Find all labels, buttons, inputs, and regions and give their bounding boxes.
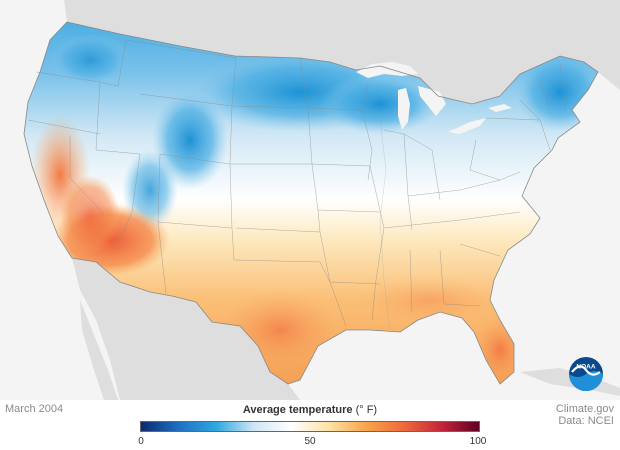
credit-data: Data: NCEI bbox=[558, 415, 614, 427]
legend-tick-mid: 50 bbox=[304, 436, 316, 447]
temperature-map bbox=[23, 0, 620, 400]
legend-tick-max: 100 bbox=[469, 436, 487, 447]
lake-huron bbox=[418, 86, 446, 116]
legend-tick-min: 0 bbox=[138, 436, 144, 447]
state-boundaries bbox=[27, 39, 567, 327]
noaa-logo: NOAA bbox=[569, 357, 603, 391]
lake-erie bbox=[448, 118, 486, 134]
lake-michigan bbox=[398, 88, 410, 130]
baja-peninsula bbox=[80, 300, 118, 400]
canada-landmass bbox=[64, 0, 620, 104]
lake-ontario bbox=[488, 104, 512, 112]
cuba-island bbox=[520, 368, 620, 396]
legend-title: Average temperature (° F) bbox=[140, 404, 480, 416]
legend-title-text: Average temperature bbox=[242, 404, 353, 416]
mississippi-river-line bbox=[379, 119, 391, 331]
legend-unit: (° F) bbox=[355, 404, 378, 416]
temperature-colorbar bbox=[140, 421, 480, 432]
mexico-landmass bbox=[72, 258, 300, 400]
map-area: NOAA bbox=[23, 0, 620, 400]
lake-superior bbox=[356, 62, 418, 78]
date-label: March 2004 bbox=[5, 403, 64, 415]
noaa-logo-text: NOAA bbox=[576, 364, 595, 371]
credit-source: Climate.gov bbox=[555, 403, 614, 415]
